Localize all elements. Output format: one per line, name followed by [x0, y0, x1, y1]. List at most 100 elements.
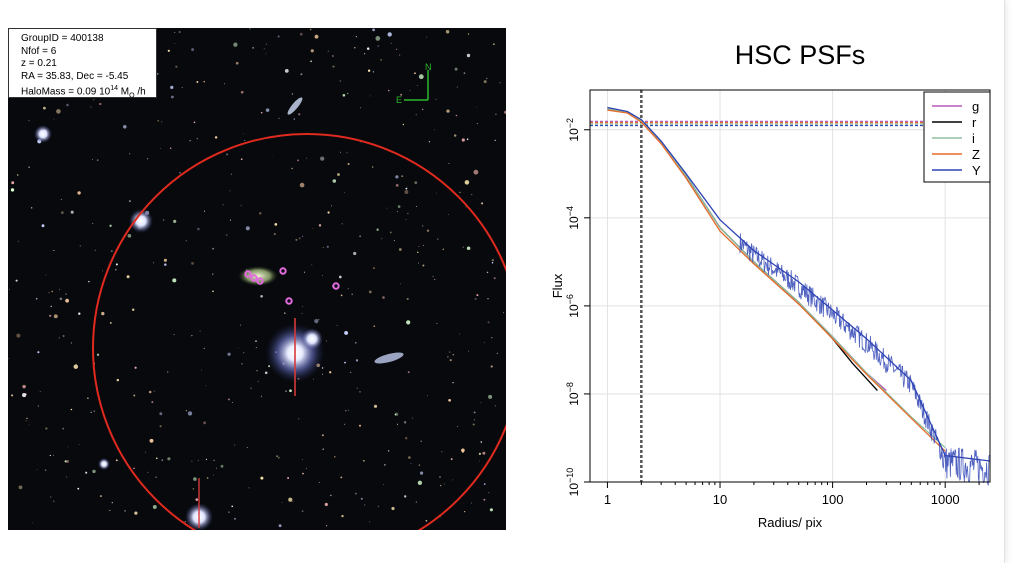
field-star: [90, 106, 92, 108]
group-id-text: GroupID = 400138: [21, 33, 104, 44]
field-star: [99, 102, 102, 106]
bright-star: [34, 125, 52, 143]
field-star: [75, 363, 77, 366]
field-star: [479, 460, 481, 462]
field-star: [152, 262, 155, 264]
field-star: [52, 454, 55, 457]
field-star: [116, 378, 120, 382]
field-star: [264, 371, 268, 375]
x-tick-label: 1: [604, 492, 611, 507]
field-star: [53, 314, 58, 319]
field-star: [437, 238, 439, 240]
field-star: [450, 458, 453, 461]
field-star: [258, 212, 262, 215]
field-star: [465, 206, 467, 208]
field-star: [299, 182, 305, 188]
field-star: [302, 235, 304, 237]
field-star: [405, 219, 407, 221]
field-star: [50, 305, 52, 308]
field-star: [354, 492, 357, 495]
field-star: [426, 36, 427, 38]
field-star: [301, 312, 303, 314]
field-star: [359, 391, 361, 393]
bright-star: [301, 328, 323, 350]
field-star: [487, 321, 490, 324]
field-star: [476, 106, 477, 108]
field-star: [192, 488, 195, 490]
field-star: [496, 352, 498, 354]
field-star: [231, 505, 233, 508]
field-star: [174, 31, 176, 33]
field-star: [170, 85, 174, 90]
field-star: [151, 401, 154, 404]
field-star: [366, 47, 370, 50]
field-star: [16, 333, 21, 338]
field-star: [454, 134, 457, 137]
field-star: [235, 61, 239, 65]
field-star: [347, 162, 350, 166]
field-star: [148, 390, 152, 394]
field-star: [344, 361, 346, 364]
field-star: [369, 95, 371, 97]
field-star: [65, 298, 69, 303]
field-star: [109, 321, 112, 324]
field-star: [363, 53, 366, 55]
field-star: [77, 487, 80, 490]
field-star: [468, 350, 470, 352]
field-star: [448, 398, 451, 402]
field-star: [484, 342, 486, 344]
field-star: [343, 191, 345, 193]
field-star: [240, 90, 244, 94]
field-star: [480, 402, 482, 404]
legend-label-Z: Z: [972, 147, 980, 162]
field-star: [53, 500, 55, 502]
field-star: [36, 468, 38, 470]
field-star: [377, 505, 380, 508]
field-star: [147, 158, 149, 160]
field-star: [405, 187, 408, 190]
x-tick-label: 10: [713, 492, 727, 507]
field-star: [495, 113, 497, 116]
field-star: [289, 389, 292, 393]
field-star: [425, 519, 428, 522]
field-star: [291, 93, 294, 95]
field-star: [445, 30, 450, 34]
field-star: [362, 459, 365, 462]
field-star: [201, 369, 203, 371]
field-star: [340, 151, 341, 153]
halomass-text: HaloMass = 0.09 1014 MO /h: [21, 85, 146, 100]
x-tick-label: 100: [822, 492, 844, 507]
field-star: [45, 274, 47, 276]
field-star: [260, 294, 263, 298]
field-star: [318, 319, 320, 321]
field-star: [331, 55, 334, 57]
field-star: [62, 427, 65, 430]
field-star: [288, 497, 293, 502]
field-star: [39, 390, 41, 393]
field-star: [476, 123, 478, 125]
field-star: [488, 492, 490, 494]
field-star: [79, 245, 81, 247]
legend-label-i: i: [972, 131, 975, 146]
field-star: [281, 502, 283, 503]
field-star: [417, 251, 419, 253]
field-star: [123, 125, 127, 129]
field-star: [96, 353, 100, 356]
field-star: [109, 509, 111, 512]
field-star: [340, 294, 343, 297]
field-star: [284, 69, 289, 73]
field-star: [277, 35, 280, 38]
field-star: [314, 34, 319, 39]
field-star: [457, 426, 459, 427]
field-star: [396, 423, 399, 425]
field-star: [414, 181, 418, 185]
field-star: [486, 77, 488, 80]
field-star: [337, 173, 340, 176]
field-star: [292, 500, 294, 502]
field-star: [252, 47, 254, 49]
legend-box: [923, 91, 991, 183]
field-star: [44, 469, 47, 472]
field-star: [161, 121, 163, 123]
field-star: [25, 420, 27, 422]
field-star: [452, 381, 454, 384]
